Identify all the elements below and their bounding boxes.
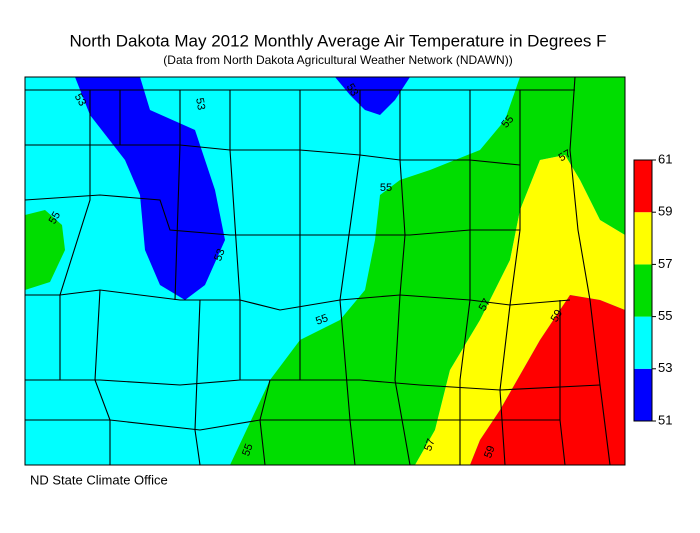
- contour-label: 53: [72, 92, 89, 109]
- band-51-53: [335, 77, 410, 115]
- legend-tick-label: 55: [658, 308, 672, 323]
- band-59-61: [470, 295, 625, 465]
- contour-label: 57: [557, 148, 574, 165]
- contour-label: 55: [47, 210, 64, 227]
- band-51-53: [75, 77, 225, 300]
- contour-label: 59: [482, 444, 497, 460]
- contour-label: 53: [212, 247, 227, 263]
- band-55-57: [230, 77, 625, 465]
- contour-label: 53: [193, 97, 207, 111]
- contour-label: 57: [477, 297, 494, 314]
- contour-label: 53: [344, 82, 361, 99]
- contour-label: 59: [549, 308, 566, 325]
- band-55-57: [25, 210, 65, 290]
- contour-label: 55: [240, 442, 255, 458]
- footer: ND State Climate Office: [30, 472, 168, 487]
- legend-tick-label: 53: [658, 360, 672, 375]
- map-frame: [24, 76, 626, 466]
- legend-tick-label: 59: [658, 204, 672, 219]
- county-lines: [24, 76, 611, 466]
- legend-tick-label: 57: [658, 256, 672, 271]
- title: North Dakota May 2012 Monthly Average Ai…: [69, 31, 606, 50]
- legend-band: [634, 160, 652, 213]
- legend-band: [634, 368, 652, 421]
- subtitle: (Data from North Dakota Agricultural Wea…: [163, 53, 512, 67]
- legend-tick-label: 61: [658, 151, 672, 166]
- contour-label: 55: [380, 182, 392, 194]
- legend-band: [634, 264, 652, 317]
- contour-label: 55: [314, 312, 330, 327]
- legend-band: [634, 212, 652, 265]
- legend-band: [634, 316, 652, 369]
- contour-label: 57: [422, 437, 437, 453]
- legend-tick-label: 51: [658, 412, 672, 427]
- legend-frame: [633, 159, 653, 422]
- map: [24, 76, 626, 466]
